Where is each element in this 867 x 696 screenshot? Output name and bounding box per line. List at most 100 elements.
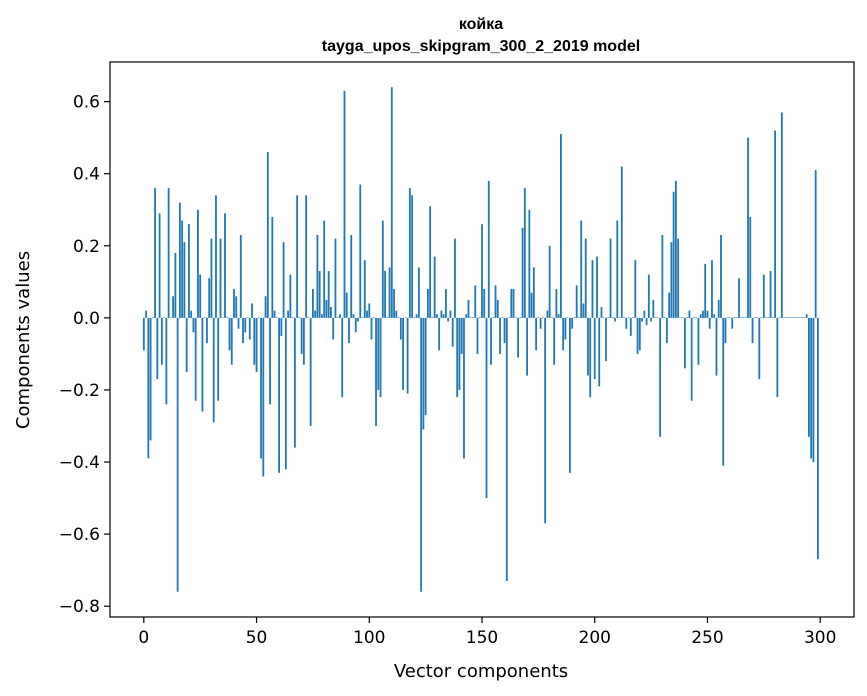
bar-47 — [248, 317, 251, 340]
bar-19 — [185, 317, 188, 372]
bar-222 — [643, 310, 646, 318]
bar-180 — [548, 245, 551, 318]
bar-268 — [747, 137, 749, 318]
bar-59 — [275, 317, 278, 318]
bar-62 — [282, 242, 285, 318]
bar-139 — [456, 317, 459, 398]
bar-154 — [490, 317, 492, 365]
bar-178 — [544, 317, 547, 524]
bar-103 — [375, 317, 377, 426]
bar-296 — [810, 317, 813, 459]
bar-238 — [679, 317, 682, 318]
x-tick-label: 100 — [353, 628, 385, 648]
bar-119 — [411, 195, 414, 318]
bar-30 — [210, 238, 213, 318]
x-tick-label: 300 — [804, 628, 836, 648]
y-tick-label: −0.6 — [59, 525, 100, 545]
bar-198 — [589, 317, 592, 398]
x-tick-label: 150 — [466, 628, 498, 648]
bar-52 — [260, 317, 262, 459]
x-tick-label: 250 — [691, 628, 723, 648]
bar-247 — [699, 314, 702, 318]
bar-285 — [785, 317, 788, 318]
bar-78 — [318, 271, 321, 318]
bar-66 — [291, 317, 294, 318]
bar-171 — [528, 209, 531, 318]
y-tick-label: −0.8 — [59, 597, 100, 617]
bar-190 — [571, 317, 574, 329]
bar-233 — [668, 292, 671, 318]
bar-193 — [578, 317, 580, 318]
bar-237 — [677, 238, 680, 318]
bar-56 — [269, 317, 271, 405]
bar-141 — [460, 317, 463, 354]
bar-28 — [206, 317, 208, 344]
bar-48 — [251, 303, 253, 318]
bar-219 — [636, 317, 639, 354]
bar-192 — [575, 285, 578, 318]
bar-185 — [560, 134, 562, 318]
bar-290 — [796, 317, 799, 318]
bar-207 — [609, 238, 612, 318]
bar-168 — [521, 227, 524, 318]
bar-23 — [194, 317, 197, 401]
y-tick-label: 0.2 — [73, 237, 100, 257]
bar-3 — [149, 317, 152, 441]
bar-259 — [726, 317, 729, 318]
y-tick-label: −0.4 — [59, 453, 100, 473]
bar-181 — [550, 317, 553, 318]
bar-157 — [496, 299, 499, 318]
bar-63 — [284, 317, 287, 470]
bar-112 — [395, 310, 398, 318]
bar-55 — [266, 152, 269, 318]
bar-88 — [341, 317, 344, 398]
bar-146 — [472, 317, 474, 318]
bar-288 — [792, 317, 795, 318]
bar-58 — [273, 310, 276, 318]
bar-217 — [632, 317, 634, 318]
bar-118 — [408, 188, 411, 318]
bar-series — [142, 87, 819, 592]
bar-123 — [420, 317, 423, 592]
bar-245 — [695, 317, 698, 318]
bar-275 — [762, 274, 765, 318]
bar-86 — [336, 317, 339, 318]
bar-42 — [237, 317, 240, 329]
bar-4 — [151, 317, 154, 318]
bar-27 — [203, 317, 206, 318]
bar-120 — [413, 317, 416, 318]
bar-147 — [474, 285, 477, 318]
bar-91 — [348, 317, 350, 344]
bar-11 — [167, 188, 170, 318]
bar-249 — [704, 263, 707, 318]
bar-35 — [221, 317, 224, 318]
bar-152 — [485, 317, 488, 499]
bar-186 — [562, 317, 565, 351]
bar-250 — [706, 310, 709, 318]
bar-69 — [298, 317, 301, 318]
y-tick-label: 0.0 — [73, 309, 100, 329]
bar-26 — [201, 317, 204, 412]
bar-125 — [424, 317, 427, 416]
bar-279 — [771, 317, 774, 318]
bar-107 — [384, 271, 386, 318]
bar-77 — [316, 234, 319, 318]
bar-202 — [598, 317, 601, 387]
bar-109 — [388, 267, 391, 318]
bar-49 — [253, 317, 256, 365]
bar-221 — [641, 317, 643, 322]
bar-9 — [163, 317, 166, 318]
bar-89 — [343, 90, 346, 318]
bar-93 — [352, 314, 355, 318]
bar-265 — [740, 317, 743, 318]
y-tick-label: 0.4 — [73, 165, 100, 185]
bar-236 — [674, 180, 677, 318]
bar-225 — [650, 317, 652, 322]
bar-54 — [264, 296, 267, 318]
bar-8 — [160, 317, 163, 365]
bar-10 — [165, 317, 168, 405]
bar-167 — [519, 317, 522, 318]
bar-199 — [591, 260, 594, 318]
